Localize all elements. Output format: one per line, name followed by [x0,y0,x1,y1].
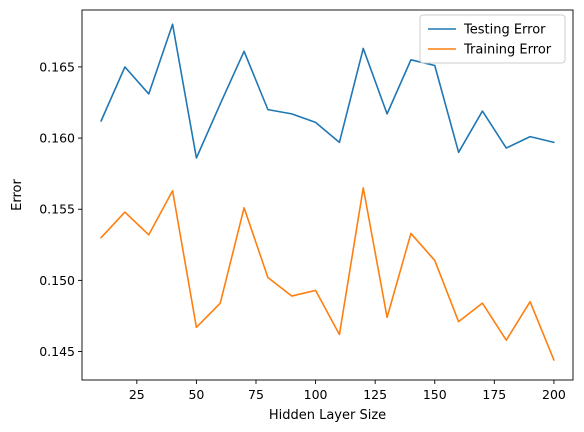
plot-area [82,10,573,380]
x-tick-label: 150 [423,387,447,402]
x-tick-label: 125 [363,387,387,402]
series-layer [100,23,555,361]
x-axis-label: Hidden Layer Size [269,408,386,423]
x-tick-label: 100 [304,387,328,402]
plot-background [82,10,573,380]
x-tick-label: 175 [482,387,506,402]
legend: Testing Error Training Error [419,14,566,64]
y-axis: 0.145 0.150 0.155 0.160 0.165 [39,59,82,359]
y-tick-label: 0.150 [39,273,75,288]
legend-box [419,14,566,64]
y-tick-label: 0.145 [39,344,75,359]
y-tick-label: 0.165 [39,59,75,74]
axes-frame [81,9,574,381]
y-tick-label: 0.160 [39,131,75,146]
y-axis-label: Error [10,179,25,211]
axes-border [81,9,574,381]
x-tick-label: 50 [188,387,204,402]
x-tick-label: 200 [542,387,566,402]
x-tick-label: 75 [248,387,264,402]
legend-label-testing-error: Testing Error [463,23,546,38]
series-line-training-error [100,187,555,361]
x-axis: 25 50 75 100 125 150 175 200 [129,380,566,402]
x-tick-label: 25 [129,387,145,402]
legend-label-training-error: Training Error [463,43,552,58]
y-tick-label: 0.155 [39,202,75,217]
series-line-testing-error [100,23,555,159]
